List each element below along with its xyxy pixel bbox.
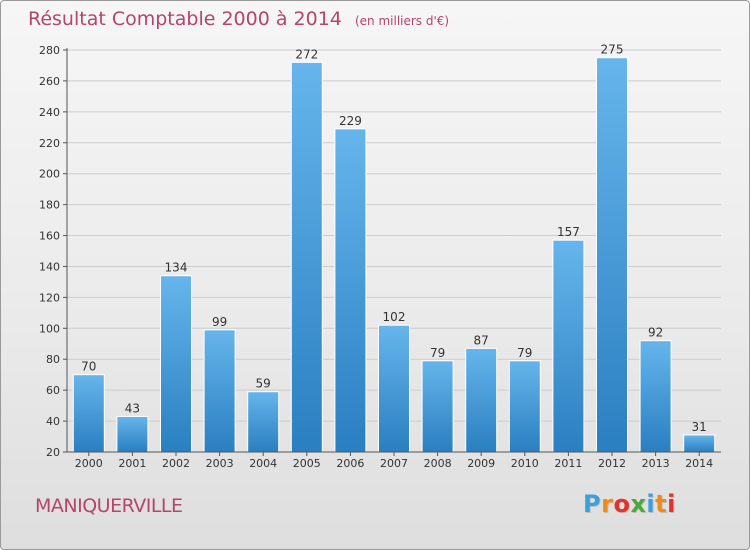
bar <box>247 391 280 453</box>
bar <box>683 434 716 453</box>
x-tick-label: 2009 <box>467 457 495 470</box>
x-tick-label: 2003 <box>206 457 234 470</box>
bar <box>290 61 323 453</box>
bar <box>116 415 149 453</box>
x-tick-label: 2011 <box>554 457 582 470</box>
y-tick-label: 120 <box>39 291 60 304</box>
y-tick-label: 240 <box>39 106 60 119</box>
title-row: Résultat Comptable 2000 à 2014 (en milli… <box>28 8 449 30</box>
x-tick-label: 2000 <box>75 457 103 470</box>
data-label: 134 <box>165 261 188 275</box>
data-label: 99 <box>212 315 227 329</box>
x-tick-label: 2002 <box>162 457 190 470</box>
logo-letter: i <box>667 490 676 518</box>
data-label: 92 <box>648 326 663 340</box>
data-label: 59 <box>256 377 271 391</box>
y-tick-label: 100 <box>39 322 60 335</box>
logo-letter: x <box>630 490 647 518</box>
data-label: 272 <box>295 47 318 61</box>
y-tick-label: 140 <box>39 260 60 273</box>
x-tick-label: 2008 <box>424 457 452 470</box>
bar <box>552 239 585 453</box>
bar <box>160 275 192 453</box>
data-label: 229 <box>339 114 362 128</box>
x-tick-label: 2004 <box>249 457 277 470</box>
bar <box>334 128 367 453</box>
logo-letter: P <box>583 490 602 518</box>
y-tick-label: 20 <box>46 446 60 459</box>
chart-title: Résultat Comptable 2000 à 2014 <box>28 8 342 30</box>
x-tick-label: 2013 <box>642 457 670 470</box>
logo-letter: i <box>646 490 656 518</box>
bars: 70 43 134 99 59 272 229 102 79 87 79 157 275 92 31 <box>72 43 716 453</box>
bar <box>596 57 628 453</box>
y-tick-label: 220 <box>39 137 60 150</box>
data-label: 102 <box>383 310 406 324</box>
y-tick-label: 280 <box>39 44 60 57</box>
y-tick-label: 80 <box>46 353 60 366</box>
axes: 20 40 60 80 100 120 140 160 180 200 220 240 260 280 20… <box>39 44 721 470</box>
bar <box>378 324 410 453</box>
x-tick-label: 2007 <box>380 457 408 470</box>
y-tick-label: 160 <box>39 230 60 243</box>
data-label: 79 <box>517 346 532 360</box>
x-tick-label: 2012 <box>598 457 626 470</box>
data-label: 275 <box>601 43 624 57</box>
x-tick-label: 2005 <box>293 457 321 470</box>
bar <box>421 360 454 453</box>
x-tick-label: 2014 <box>685 457 713 470</box>
data-label: 87 <box>474 333 489 347</box>
data-label: 31 <box>692 420 707 434</box>
logo-letter: r <box>601 490 614 518</box>
logo-letter: t <box>655 490 668 518</box>
x-tick-label: 2001 <box>118 457 146 470</box>
chart-subtitle: (en milliers d'€) <box>354 14 450 28</box>
bar <box>203 329 236 453</box>
logo-letter: o <box>613 490 631 518</box>
y-tick-label: 200 <box>39 168 60 181</box>
y-tick-label: 40 <box>46 415 60 428</box>
x-tick-label: 2010 <box>511 457 539 470</box>
y-tick-label: 180 <box>39 199 60 212</box>
proxiti-logo: Proxiti <box>583 490 676 518</box>
data-label: 70 <box>81 360 96 374</box>
y-tick-label: 260 <box>39 75 60 88</box>
bar <box>508 360 541 453</box>
commune-name: MANIQUERVILLE <box>35 495 183 517</box>
bar <box>465 347 498 453</box>
data-label: 79 <box>430 346 445 360</box>
data-label: 43 <box>125 401 140 415</box>
x-tick-label: 2006 <box>336 457 364 470</box>
bar <box>639 340 672 453</box>
data-label: 157 <box>557 225 580 239</box>
bar <box>72 374 105 453</box>
y-tick-label: 60 <box>46 384 60 397</box>
